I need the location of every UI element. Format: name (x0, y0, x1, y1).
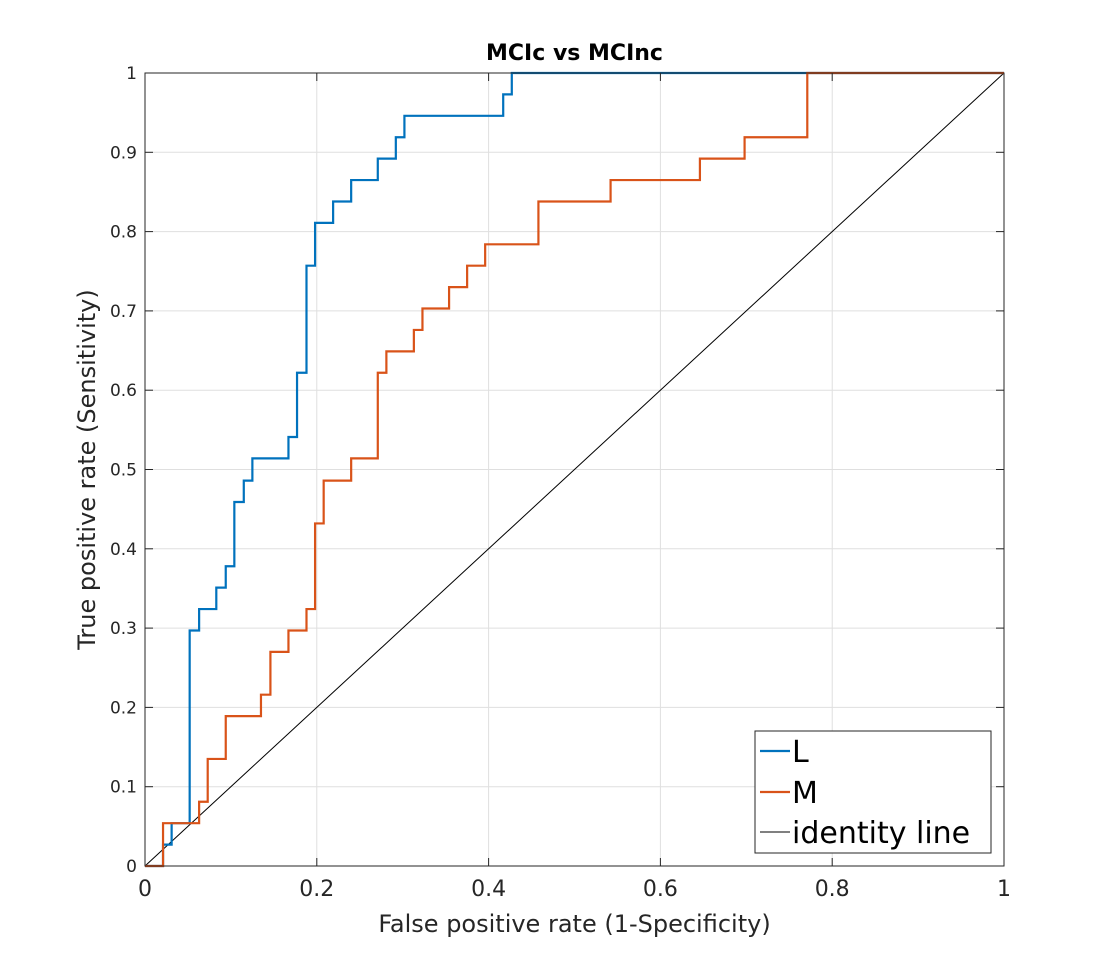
y-tick-label: 0.9 (110, 143, 137, 163)
series-line-identity-line (144, 72, 1005, 867)
y-tick-label: 0.2 (110, 698, 137, 718)
y-tick-label: 0.7 (110, 302, 137, 322)
legend-box (754, 730, 992, 854)
legend-label: L (792, 735, 809, 770)
x-tick-label: 0.6 (643, 877, 678, 902)
x-tick-label: 0.8 (815, 877, 850, 902)
series-line-l (145, 71, 1004, 868)
x-tick-label: 0 (138, 877, 152, 902)
y-tick-label: 0.3 (110, 619, 137, 639)
series-layer (144, 71, 1005, 868)
legend-label: M (792, 776, 818, 811)
y-tick-label: 0.6 (110, 381, 137, 401)
tick-labels: 0 0.2 0.4 0.6 0.8 1 0 0.1 0.2 0.3 0.4 0.5 0.6 0.7 0.8 0… (110, 64, 1011, 902)
y-tick-label: 0.4 (110, 540, 137, 560)
series-line-m (145, 71, 1004, 868)
y-tick-label: 0.8 (110, 223, 137, 243)
x-tick-label: 0.4 (471, 877, 506, 902)
tick-marks (144, 72, 1005, 867)
y-tick-label: 0 (126, 857, 137, 877)
x-tick-label: 1 (997, 877, 1011, 902)
grid-lines (145, 73, 1004, 866)
y-tick-label: 0.1 (110, 778, 137, 798)
chart-title: MCIc vs MCInc (486, 41, 663, 66)
y-axis-label: True positive rate (Sensitivity) (73, 289, 101, 650)
x-axis-label: False positive rate (1-Specificity) (378, 910, 770, 938)
y-tick-label: 1 (126, 64, 137, 84)
y-tick-label: 0.5 (110, 461, 137, 481)
x-tick-label: 0.2 (299, 877, 334, 902)
legend-label: identity line (792, 816, 970, 851)
